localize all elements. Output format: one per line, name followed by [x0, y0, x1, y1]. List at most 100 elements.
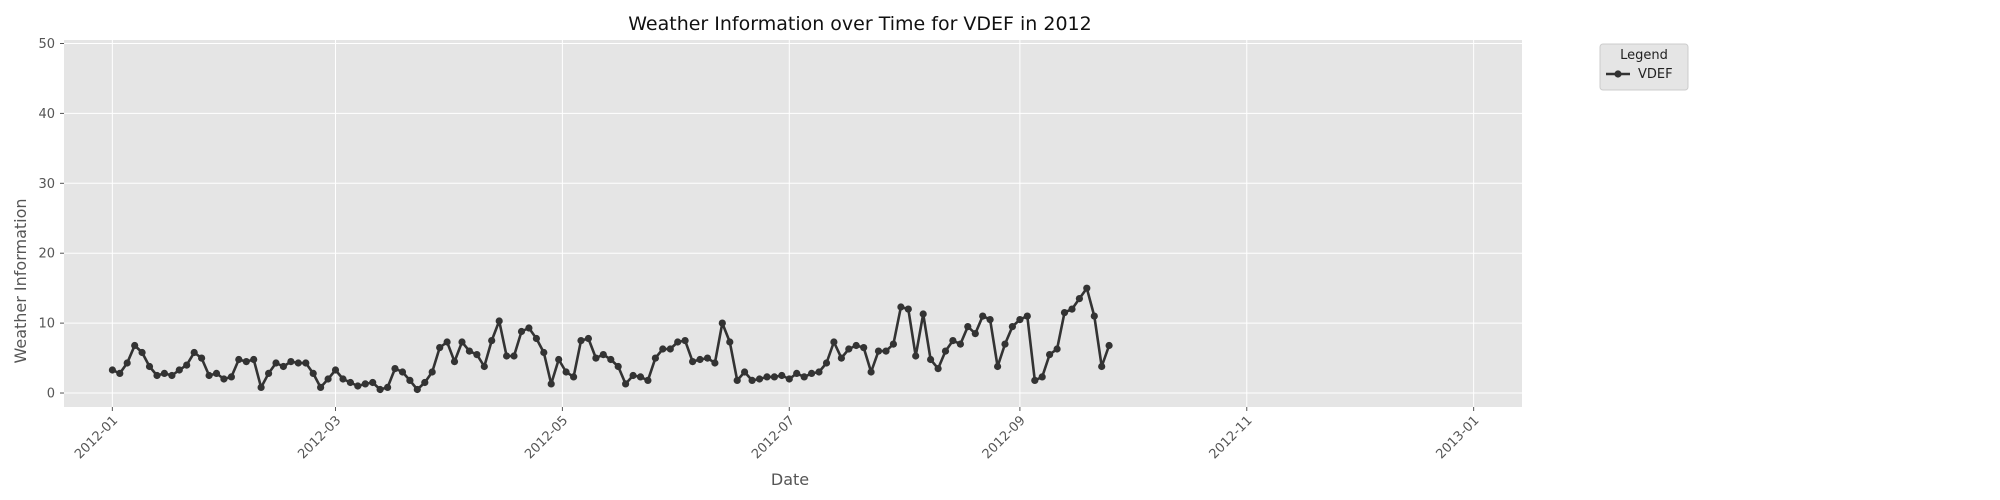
data-point — [666, 345, 674, 353]
data-point — [212, 369, 221, 377]
data-point — [339, 375, 347, 383]
data-point — [242, 358, 250, 366]
data-point — [607, 355, 615, 364]
data-point — [547, 380, 555, 388]
data-point — [1098, 362, 1106, 371]
data-point — [1068, 305, 1076, 313]
x-tick-label: 2012-09 — [980, 413, 1029, 462]
data-point — [874, 347, 883, 355]
chart-title: Weather Information over Time for VDEF i… — [628, 13, 1092, 35]
data-point — [897, 303, 905, 311]
legend-marker-swatch — [1614, 70, 1622, 78]
data-point — [235, 355, 243, 364]
data-point — [689, 358, 697, 366]
data-point — [703, 354, 712, 362]
data-point — [614, 362, 622, 371]
data-point — [815, 368, 823, 376]
x-tick-label: 2012-11 — [1207, 413, 1256, 462]
data-point — [800, 373, 808, 381]
data-point — [168, 371, 176, 380]
x-tick-label: 2012-07 — [749, 413, 798, 462]
data-point — [391, 365, 399, 373]
data-point — [517, 327, 526, 336]
data-point — [748, 376, 756, 384]
data-point — [845, 345, 853, 353]
data-point — [257, 383, 265, 391]
data-point — [770, 373, 779, 381]
data-point — [436, 344, 444, 352]
y-tick-label: 20 — [38, 247, 55, 262]
data-point — [287, 358, 295, 366]
grid-lines — [60, 40, 1522, 411]
x-tick-label: 2012-03 — [295, 413, 344, 462]
y-tick-label: 40 — [38, 107, 55, 122]
data-point — [904, 305, 912, 313]
data-point — [198, 354, 206, 362]
data-point — [160, 369, 168, 377]
data-point — [681, 337, 689, 345]
data-point — [674, 338, 682, 346]
data-point — [1031, 376, 1039, 384]
data-point — [852, 341, 860, 350]
data-point — [480, 362, 488, 371]
y-tick-label: 10 — [38, 317, 55, 332]
data-point — [495, 317, 503, 325]
plot-area — [64, 40, 1522, 407]
data-point — [183, 361, 191, 369]
data-point — [317, 383, 325, 391]
data-point — [837, 354, 846, 362]
legend-entry-vdef: VDEF — [1638, 67, 1673, 82]
data-point — [346, 378, 354, 387]
data-point — [272, 359, 280, 367]
data-point — [1090, 312, 1098, 320]
data-point — [540, 348, 548, 357]
data-point — [1060, 309, 1069, 317]
legend-title: Legend — [1620, 48, 1668, 63]
data-point — [555, 355, 563, 364]
data-point — [123, 359, 131, 367]
data-point — [592, 354, 600, 362]
data-point — [369, 378, 377, 387]
data-point — [465, 347, 473, 355]
data-point — [116, 369, 124, 377]
data-point — [302, 359, 310, 367]
data-point — [919, 310, 927, 318]
data-point — [1038, 373, 1046, 381]
data-point — [860, 344, 868, 352]
data-point — [882, 347, 890, 355]
data-point — [949, 337, 957, 345]
data-point — [331, 366, 340, 374]
data-point — [659, 345, 667, 353]
data-point — [1046, 351, 1054, 359]
data-point — [755, 375, 764, 383]
data-point — [1023, 312, 1031, 320]
data-point — [822, 359, 831, 367]
data-point — [644, 376, 652, 384]
series-markers — [108, 284, 1113, 394]
data-point — [265, 369, 273, 377]
data-point — [450, 358, 459, 366]
data-point — [1075, 295, 1083, 303]
data-point — [830, 338, 838, 346]
data-point — [763, 373, 771, 381]
data-point — [636, 373, 645, 381]
data-point — [384, 383, 392, 391]
data-point — [726, 338, 734, 346]
data-point — [421, 378, 429, 387]
data-point — [488, 337, 496, 345]
data-point — [220, 375, 228, 383]
data-point — [912, 352, 920, 360]
data-point — [986, 316, 994, 324]
data-point — [138, 348, 146, 357]
data-point — [532, 334, 541, 343]
data-point — [733, 376, 741, 384]
data-point — [1016, 316, 1024, 324]
y-tick-label: 30 — [38, 177, 55, 192]
legend-box — [1599, 43, 1689, 91]
data-point — [190, 348, 198, 357]
data-point — [994, 362, 1002, 371]
data-point — [443, 338, 451, 346]
data-point — [309, 369, 317, 377]
data-point — [376, 385, 384, 394]
